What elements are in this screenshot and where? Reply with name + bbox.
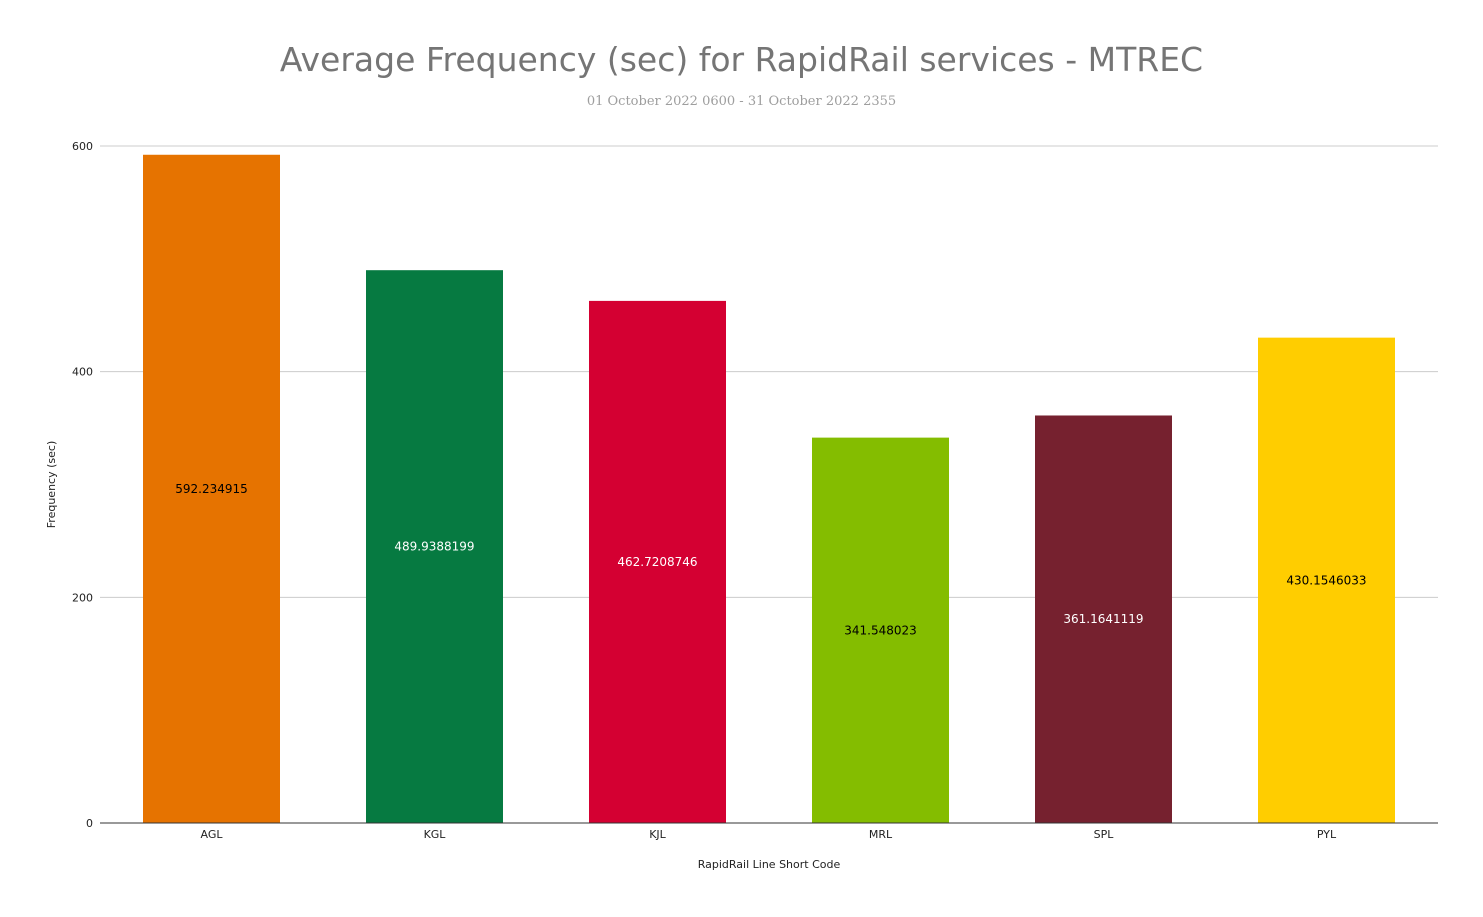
data-labels: 592.234915 489.9388199 462.7208746 341.5480… bbox=[175, 482, 1366, 637]
y-tick-label: 0 bbox=[86, 817, 93, 830]
data-label-pyl: 430.1546033 bbox=[1286, 573, 1366, 587]
y-axis-ticks: 0 200 400 600 bbox=[72, 140, 93, 830]
chart-title: Average Frequency (sec) for RapidRail se… bbox=[279, 40, 1204, 79]
data-label-kgl: 489.9388199 bbox=[394, 540, 474, 554]
data-label-spl: 361.1641119 bbox=[1063, 612, 1143, 626]
x-tick-label: SPL bbox=[1094, 828, 1115, 841]
x-axis-ticks: AGL KGL KJL MRL SPL PYL bbox=[201, 828, 1337, 841]
bar-mrl bbox=[812, 437, 949, 823]
bar-kgl bbox=[366, 270, 503, 824]
y-tick-label: 600 bbox=[72, 140, 93, 153]
y-tick-label: 200 bbox=[72, 591, 93, 604]
data-label-mrl: 341.548023 bbox=[844, 623, 917, 637]
x-tick-label: AGL bbox=[201, 828, 224, 841]
x-axis-title: RapidRail Line Short Code bbox=[698, 858, 841, 871]
data-label-kjl: 462.7208746 bbox=[617, 555, 697, 569]
gridlines bbox=[100, 145, 1438, 598]
x-tick-label: MRL bbox=[869, 828, 893, 841]
bar-agl bbox=[143, 154, 280, 823]
x-tick-label: KJL bbox=[649, 828, 666, 841]
bars bbox=[143, 154, 1395, 824]
bar-pyl bbox=[1258, 337, 1395, 823]
x-tick-label: PYL bbox=[1317, 828, 1337, 841]
y-tick-label: 400 bbox=[72, 366, 93, 379]
chart-subtitle: 01 October 2022 0600 - 31 October 2022 2… bbox=[586, 94, 897, 109]
bar-kjl bbox=[589, 300, 726, 823]
x-tick-label: KGL bbox=[424, 828, 447, 841]
bar-spl bbox=[1035, 415, 1172, 823]
y-axis-title: Frequency (sec) bbox=[45, 441, 58, 528]
data-label-agl: 592.234915 bbox=[175, 482, 248, 496]
